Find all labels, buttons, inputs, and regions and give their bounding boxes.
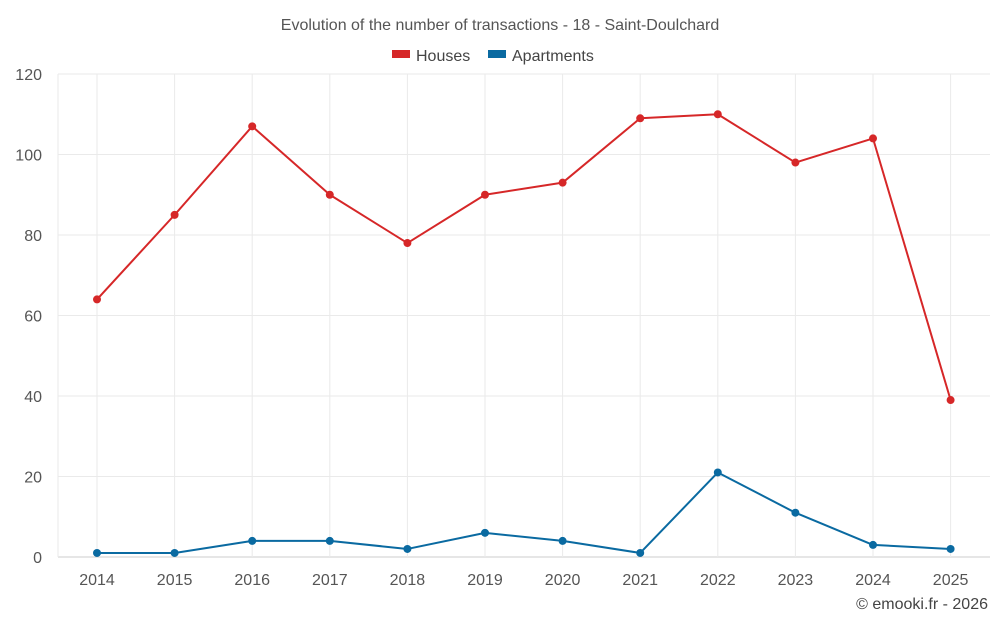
data-point-houses[interactable]: [869, 134, 877, 143]
legend-label-houses[interactable]: Houses: [416, 48, 470, 65]
data-point-apartments[interactable]: [791, 508, 800, 517]
x-tick-label: 2025: [933, 572, 969, 589]
data-point-houses[interactable]: [248, 122, 257, 131]
data-point-apartments[interactable]: [170, 548, 179, 557]
data-point-apartments[interactable]: [946, 544, 955, 553]
data-point-apartments[interactable]: [248, 536, 257, 545]
x-tick-label: 2023: [778, 572, 814, 589]
series-line-houses: [96, 113, 952, 401]
data-point-apartments[interactable]: [93, 548, 101, 557]
x-tick-label: 2018: [390, 572, 426, 589]
data-point-apartments[interactable]: [481, 528, 489, 537]
legend-swatch-apartments: [488, 50, 506, 58]
x-tick-label: 2014: [79, 572, 115, 589]
data-point-houses[interactable]: [636, 114, 645, 123]
x-tick-label: 2024: [855, 572, 891, 589]
data-point-houses[interactable]: [713, 110, 722, 119]
data-point-apartments[interactable]: [869, 540, 877, 549]
x-axis-ticks: 2014 2015 2016 2017 2018 2019 2020 2021 2022 2023…: [79, 572, 968, 589]
legend-swatch-houses: [392, 50, 410, 58]
y-tick-label: 100: [15, 148, 42, 165]
data-point-houses[interactable]: [325, 190, 334, 199]
x-tick-label: 2020: [545, 572, 581, 589]
data-point-houses[interactable]: [481, 190, 489, 199]
series-line-apartments: [97, 471, 951, 554]
x-tick-label: 2019: [467, 572, 503, 589]
y-tick-label: 0: [33, 550, 42, 567]
data-point-houses[interactable]: [946, 396, 955, 405]
y-tick-label: 20: [24, 470, 42, 487]
series-layer: [93, 110, 955, 557]
x-tick-label: 2021: [622, 572, 658, 589]
data-point-apartments[interactable]: [713, 468, 722, 477]
data-point-houses[interactable]: [170, 210, 179, 219]
grid: [57, 73, 990, 558]
data-point-apartments[interactable]: [558, 536, 567, 545]
data-point-houses[interactable]: [403, 239, 412, 248]
x-tick-label: 2022: [700, 572, 736, 589]
data-point-apartments[interactable]: [403, 544, 412, 553]
y-tick-label: 40: [24, 389, 42, 406]
credit-text: © emooki.fr - 2026: [856, 596, 988, 613]
data-point-apartments[interactable]: [636, 548, 645, 557]
data-point-houses[interactable]: [558, 178, 567, 187]
data-point-houses[interactable]: [791, 158, 800, 167]
y-tick-label: 120: [15, 67, 42, 84]
x-tick-label: 2017: [312, 572, 348, 589]
chart-title: Evolution of the number of transactions …: [281, 17, 719, 34]
legend-label-apartments[interactable]: Apartments: [512, 48, 594, 65]
legend: Houses Apartments: [392, 48, 594, 65]
data-point-apartments[interactable]: [325, 536, 334, 545]
y-tick-label: 60: [24, 309, 42, 326]
y-axis-ticks: 0 20 40 60 80 100 120: [15, 67, 42, 567]
y-tick-label: 80: [24, 228, 42, 245]
x-tick-label: 2016: [234, 572, 270, 589]
data-point-houses[interactable]: [93, 295, 101, 304]
x-tick-label: 2015: [157, 572, 193, 589]
